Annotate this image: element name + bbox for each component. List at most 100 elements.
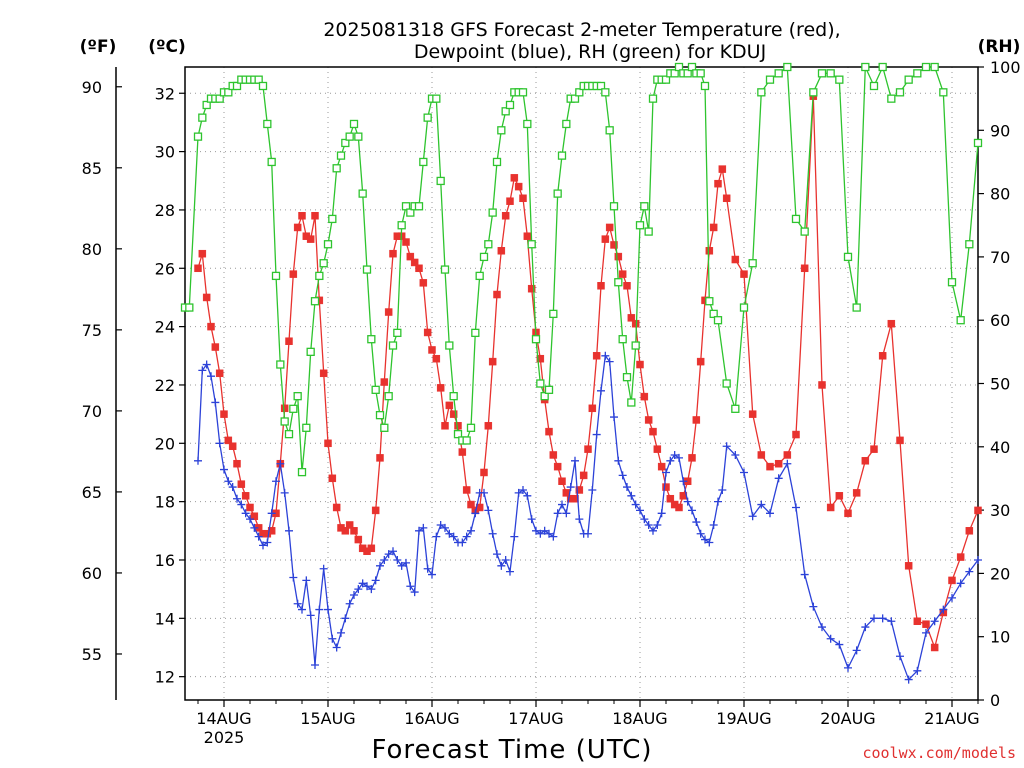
data-point [774, 474, 783, 483]
credit-label: coolwx.com/models [862, 744, 1016, 762]
data-point [298, 605, 306, 614]
rh-tick-label: 70 [990, 248, 1010, 267]
data-point [341, 138, 350, 148]
data-point [510, 532, 519, 541]
data-point [575, 515, 584, 524]
data-point [501, 107, 510, 116]
data-point [826, 634, 835, 643]
data-point [224, 436, 233, 445]
data-point [419, 523, 428, 532]
x-tick-sublabel: 2025 [204, 728, 245, 747]
data-point [514, 488, 523, 497]
data-point [259, 541, 267, 550]
x-tick-label: 17AUG [508, 709, 563, 728]
data-point [215, 369, 224, 378]
data-point [193, 132, 203, 141]
data-point [471, 328, 480, 338]
data-point [653, 445, 662, 453]
data-point [415, 526, 423, 535]
data-point [397, 221, 406, 230]
data-point [631, 341, 640, 350]
data-point [493, 550, 501, 559]
data-point [610, 241, 618, 249]
data-point [844, 663, 852, 672]
data-point [649, 526, 657, 535]
data-point [714, 179, 722, 188]
data-point [709, 223, 718, 232]
data-point [345, 599, 354, 608]
data-point [289, 573, 298, 582]
data-point [844, 509, 852, 518]
data-point [549, 451, 558, 459]
data-point [302, 423, 311, 432]
data-point [705, 297, 714, 306]
data-point [640, 202, 649, 211]
data-point [493, 290, 501, 299]
data-point [449, 392, 458, 401]
data-point [510, 174, 519, 182]
data-point [575, 486, 584, 494]
data-point [363, 582, 371, 591]
data-point [518, 88, 528, 97]
data-point [349, 119, 359, 129]
data-point [393, 555, 402, 564]
data-point [566, 483, 575, 492]
data-point [224, 88, 233, 97]
data-point [285, 337, 293, 345]
data-point [904, 562, 913, 570]
rh-tick-label: 50 [990, 375, 1010, 394]
data-point [922, 628, 930, 637]
data-point [571, 494, 579, 503]
data-point [276, 459, 285, 468]
data-point [921, 62, 931, 72]
series-line [197, 354, 979, 681]
data-point [211, 343, 220, 351]
data-point [311, 660, 319, 669]
data-point [215, 94, 224, 103]
data-point [532, 526, 540, 535]
data-point [497, 247, 506, 255]
data-point [635, 221, 645, 230]
data-point [571, 456, 579, 465]
data-point [389, 547, 397, 556]
data-point [272, 477, 280, 486]
data-point [913, 617, 922, 625]
data-point [861, 623, 870, 632]
data-point [596, 81, 606, 91]
data-point [298, 212, 306, 220]
data-point [861, 62, 870, 72]
data-point [592, 430, 601, 439]
data-point [436, 384, 445, 392]
data-point [878, 614, 887, 623]
data-point [519, 485, 527, 494]
data-point [505, 100, 515, 110]
data-point [588, 404, 597, 413]
data-point [246, 503, 254, 512]
data-point [722, 379, 731, 388]
celsius-tick-label: 32 [155, 84, 175, 103]
data-point [527, 284, 536, 293]
x-tick-label: 18AUG [612, 709, 667, 728]
x-tick-label: 20AUG [820, 709, 875, 728]
grid [185, 67, 978, 700]
data-point [666, 494, 675, 503]
data-point [310, 297, 320, 306]
data-point [267, 509, 276, 518]
data-point [311, 212, 319, 220]
data-point [575, 88, 584, 97]
data-point [675, 503, 683, 512]
data-point [670, 69, 679, 78]
data-point [687, 62, 697, 72]
data-point [462, 436, 471, 445]
data-point [852, 646, 861, 655]
plot-frame [184, 66, 979, 701]
celsius-tick-label: 16 [155, 551, 175, 570]
chart-title-line-2: Dewpoint (blue), RH (green) for KDUJ [414, 41, 766, 63]
data-point [792, 430, 800, 439]
data-point [657, 509, 666, 518]
data-point [402, 238, 410, 246]
data-point [280, 404, 289, 413]
data-point [384, 392, 393, 401]
data-point [523, 491, 532, 500]
data-point [618, 335, 627, 344]
